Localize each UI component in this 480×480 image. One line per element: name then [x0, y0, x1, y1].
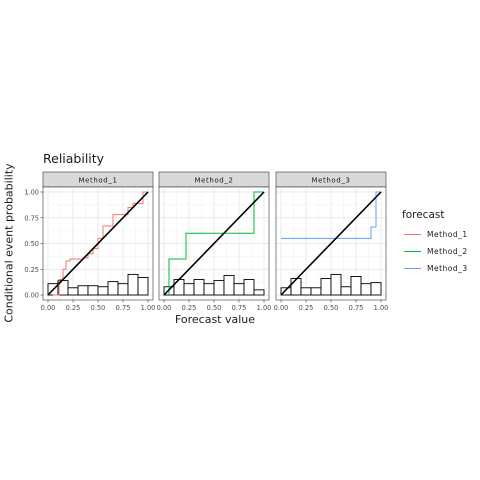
histogram-bar	[290, 278, 302, 296]
histogram-bar	[137, 277, 149, 296]
x-tick-label: 0.50	[91, 304, 106, 312]
x-tick-label: 0.75	[116, 304, 131, 312]
x-tick-label: 0.50	[324, 304, 339, 312]
histogram-bar	[203, 283, 215, 296]
legend-key-method-3	[404, 268, 421, 269]
y-tick-label: 0.75	[24, 214, 39, 222]
histogram-bar	[193, 279, 205, 296]
legend-item-method-1: Method_1	[402, 226, 468, 243]
x-tick-label: 1.00	[141, 304, 156, 312]
reliability-line-2	[168, 191, 264, 295]
facet-strip-label: Method_1	[78, 177, 117, 185]
x-tick-label: 0.25	[182, 304, 197, 312]
y-tick-label: 1.00	[24, 189, 39, 197]
x-tick-label: 0.25	[299, 304, 314, 312]
histogram-bar	[320, 278, 332, 296]
histogram-bar	[97, 286, 109, 296]
histogram-bar	[183, 283, 195, 296]
histogram-bar	[223, 274, 235, 296]
facet-strip-label: Method_3	[311, 177, 350, 185]
x-tick-label: 0.00	[274, 304, 289, 312]
legend-label-method-1: Method_1	[427, 230, 468, 239]
x-axis-label: Forecast value	[174, 313, 256, 326]
legend-key-method-2	[404, 251, 421, 252]
facet-panel-3: Method_3 0.00 0.25 0.50 0.75 1.00	[274, 171, 389, 312]
x-tick-label: 0.50	[207, 304, 222, 312]
histogram-bar	[233, 283, 245, 296]
facet-panel-2: Method_2 0.00 0.25 0.50 0.75 1.00	[157, 171, 272, 312]
reliability-line-3	[281, 191, 381, 239]
reliability-line-1	[53, 191, 148, 296]
histogram-bar	[330, 273, 342, 296]
perfect-reliability-diagonal	[47, 191, 149, 296]
x-tick-label: 0.75	[349, 304, 364, 312]
histogram-bar	[127, 273, 139, 296]
histogram-bar	[107, 281, 119, 296]
histogram-bar	[310, 287, 322, 296]
legend-key-method-1	[404, 234, 421, 235]
histogram-bar	[87, 285, 99, 296]
x-tick-label: 0.00	[157, 304, 172, 312]
histogram-bar	[173, 279, 185, 296]
y-tick-label: 0.25	[24, 266, 39, 274]
x-tick-label: 0.75	[232, 304, 247, 312]
histogram-bar	[67, 287, 79, 296]
legend-title: forecast	[402, 209, 445, 221]
histogram-bar	[360, 283, 372, 296]
y-tick-label: 0.00	[24, 292, 39, 300]
legend: forecast Method_1 Method_2 Method_3	[402, 209, 468, 277]
histogram-bar	[117, 283, 129, 296]
histogram-bar	[253, 289, 265, 296]
perfect-reliability-diagonal	[163, 191, 265, 296]
histogram-bar	[370, 282, 382, 296]
legend-label-method-2: Method_2	[427, 247, 468, 256]
legend-item-method-2: Method_2	[402, 243, 468, 260]
x-tick-label: 0.00	[41, 304, 56, 312]
x-tick-label: 0.25	[66, 304, 81, 312]
histogram-bar	[340, 286, 352, 296]
x-tick-label: 1.00	[257, 304, 272, 312]
x-tick-label: 1.00	[374, 304, 389, 312]
chart-title: Reliability	[43, 151, 105, 166]
perfect-reliability-diagonal	[280, 191, 382, 296]
y-tick-label: 0.50	[24, 240, 39, 248]
histogram-bar	[300, 287, 312, 296]
legend-item-method-3: Method_3	[402, 260, 468, 277]
legend-label-method-3: Method_3	[427, 264, 468, 273]
histogram-bar	[243, 279, 255, 296]
facet-strip-label: Method_2	[194, 177, 233, 185]
facet-panel-1: Method_1 0.00 0.25 0.50 0.75 1.00	[41, 171, 156, 312]
histogram-bar	[350, 276, 362, 296]
histogram-bar	[213, 280, 225, 296]
histogram-bar	[77, 285, 89, 296]
